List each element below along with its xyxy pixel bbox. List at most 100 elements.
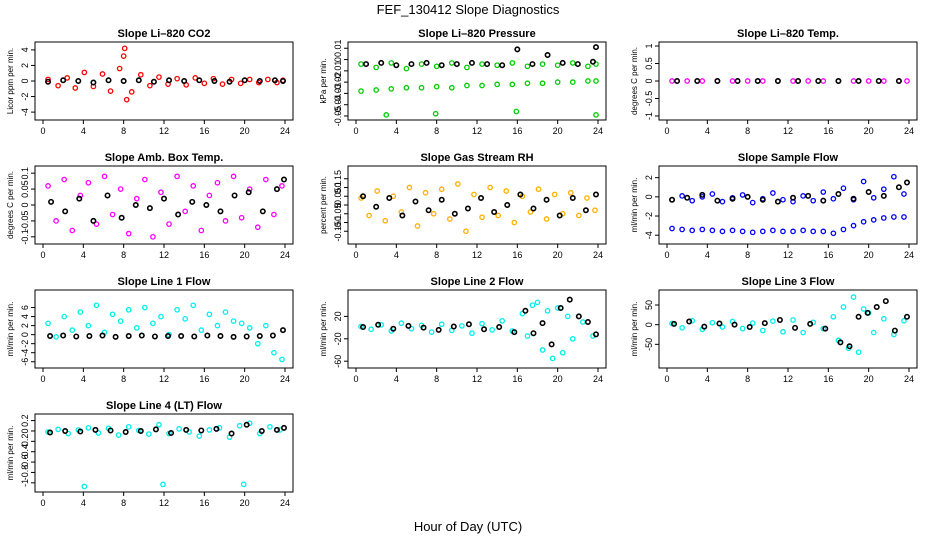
x-tick-label: 16 bbox=[823, 126, 833, 136]
data-point bbox=[780, 228, 786, 235]
data-point bbox=[837, 339, 844, 346]
data-point bbox=[107, 88, 114, 94]
data-point bbox=[133, 195, 140, 202]
data-point bbox=[820, 228, 827, 235]
data-point bbox=[850, 195, 857, 202]
panel-8: Slope Line 2 Flow 0 4 8 12 16 20 24 -60 -20 20 ml/m… bbox=[319, 276, 607, 384]
data-point bbox=[880, 186, 887, 193]
data-point bbox=[830, 313, 837, 320]
data-point bbox=[689, 317, 696, 324]
y-tick-label: -0.05 bbox=[20, 211, 30, 232]
data-point bbox=[141, 304, 148, 311]
data-point bbox=[714, 78, 721, 85]
data-point bbox=[112, 333, 119, 340]
data-point bbox=[438, 321, 445, 328]
x-tick-label: 16 bbox=[512, 374, 522, 384]
data-point bbox=[674, 78, 681, 85]
data-point bbox=[820, 197, 827, 204]
y-tick-label: 0.5 bbox=[644, 57, 654, 70]
data-point bbox=[694, 78, 701, 85]
x-tick-label: 24 bbox=[280, 126, 290, 136]
data-point bbox=[222, 309, 229, 315]
y-tick-label: -0.2 bbox=[20, 434, 30, 450]
data-point bbox=[375, 321, 382, 328]
data-point bbox=[271, 349, 277, 356]
data-point bbox=[398, 320, 405, 326]
data-point bbox=[61, 176, 68, 183]
data-point bbox=[499, 318, 506, 324]
x-tick-label: 24 bbox=[904, 374, 914, 384]
data-point bbox=[72, 85, 79, 91]
y-tick-label: -0.01 bbox=[333, 61, 343, 82]
series-upper-band bbox=[358, 60, 599, 72]
data-point bbox=[679, 226, 685, 233]
data-point bbox=[820, 189, 827, 195]
data-point bbox=[776, 316, 783, 323]
data-point bbox=[386, 195, 393, 202]
y-tick-label: -0.05 bbox=[333, 106, 343, 127]
data-point bbox=[464, 82, 470, 89]
data-point bbox=[882, 298, 889, 305]
data-point bbox=[795, 78, 802, 85]
data-point bbox=[53, 334, 59, 340]
y-tick-label: -0.1 bbox=[333, 215, 343, 231]
y-axis-label: percent per min. bbox=[319, 176, 328, 234]
data-point bbox=[55, 82, 61, 89]
x-tick-label: 16 bbox=[199, 126, 209, 136]
data-point bbox=[238, 320, 245, 327]
data-point bbox=[45, 76, 51, 83]
plot-frame bbox=[658, 41, 918, 121]
data-point bbox=[524, 333, 531, 339]
data-point bbox=[509, 60, 516, 66]
data-point bbox=[471, 191, 477, 198]
x-tick-label: 0 bbox=[353, 126, 358, 136]
x-tick-label: 8 bbox=[434, 250, 439, 260]
data-point bbox=[279, 183, 285, 189]
data-point bbox=[86, 332, 93, 339]
data-point bbox=[420, 324, 427, 331]
data-point bbox=[464, 64, 470, 71]
data-point bbox=[438, 196, 445, 203]
data-point bbox=[132, 202, 139, 209]
y-tick-label: -1 bbox=[20, 479, 30, 487]
y-tick-label: -0.15 bbox=[333, 221, 343, 242]
y-tick-label: 0 bbox=[333, 57, 343, 62]
data-point bbox=[592, 207, 598, 214]
data-point bbox=[524, 80, 531, 87]
y-axis-label: ml/min per min. bbox=[319, 302, 328, 357]
data-point bbox=[539, 347, 546, 353]
series-cloud bbox=[45, 173, 285, 240]
y-tick-label: 0.01 bbox=[333, 39, 343, 57]
data-point bbox=[90, 217, 97, 224]
data-point bbox=[464, 205, 471, 212]
data-point bbox=[840, 304, 847, 310]
data-point bbox=[213, 425, 220, 432]
data-point bbox=[150, 320, 156, 327]
data-point bbox=[206, 192, 213, 199]
data-point bbox=[580, 319, 586, 325]
data-point bbox=[448, 60, 455, 66]
data-point bbox=[880, 215, 887, 221]
data-point bbox=[669, 78, 675, 84]
data-point bbox=[81, 483, 88, 490]
data-point bbox=[556, 212, 563, 219]
x-tick-label: 16 bbox=[823, 374, 833, 384]
data-point bbox=[511, 329, 518, 336]
y-tick-label: 2 bbox=[20, 63, 30, 68]
data-point bbox=[504, 202, 511, 209]
data-point bbox=[530, 330, 537, 337]
data-point bbox=[830, 230, 837, 237]
series-reference bbox=[47, 327, 286, 340]
data-point bbox=[256, 332, 263, 339]
data-point bbox=[479, 214, 485, 221]
data-point bbox=[60, 332, 67, 339]
data-point bbox=[204, 332, 211, 339]
panel-title: Slope Sample Flow bbox=[738, 152, 839, 164]
data-point bbox=[895, 184, 902, 191]
data-point bbox=[810, 228, 817, 235]
x-tick-label: 20 bbox=[553, 374, 563, 384]
